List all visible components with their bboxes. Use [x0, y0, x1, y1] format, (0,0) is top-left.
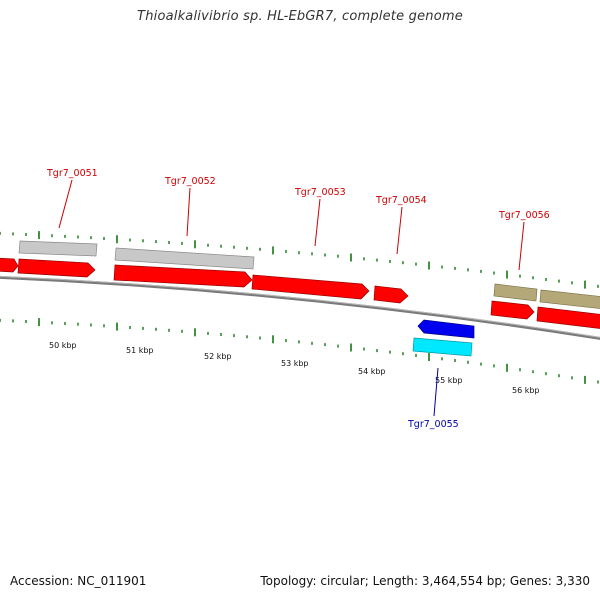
gene-arrow-tgr7-0053[interactable] [251, 274, 370, 300]
scale-label-53kbp: 53 kbp [281, 359, 309, 368]
feature-gray-1[interactable] [18, 240, 98, 257]
scale-label-52kbp: 52 kbp [204, 352, 232, 361]
accession-text: Accession: NC_011901 [10, 574, 147, 588]
scale-label-55kbp: 55 kbp [435, 376, 463, 385]
gene-arrow-tgr7-0054[interactable] [373, 285, 409, 304]
feature-gray-2[interactable] [114, 247, 255, 270]
scale-label-51kbp: 51 kbp [126, 346, 154, 355]
feature-khaki-2[interactable] [539, 289, 600, 309]
lower-tick-track [0, 318, 599, 384]
gene-labels: Tgr7_0051 Tgr7_0052 Tgr7_0053 Tgr7_0054 … [46, 168, 550, 430]
gene-label-tgr7-0052[interactable]: Tgr7_0052 [164, 176, 216, 187]
feature-khaki-1[interactable] [493, 283, 538, 302]
label-leaders [58, 179, 525, 417]
scale-label-50kbp: 50 kbp [49, 341, 77, 350]
scale-label-56kbp: 56 kbp [512, 386, 540, 395]
genome-backbone [0, 275, 600, 340]
gene-arrow-left-partial[interactable] [0, 257, 19, 273]
upper-tick-track [0, 231, 599, 289]
feature-cyan-1[interactable] [412, 337, 473, 357]
gene-arrow-tgr7-0055[interactable] [417, 319, 475, 339]
gene-label-tgr7-0051[interactable]: Tgr7_0051 [46, 168, 98, 179]
topology-text: Topology: circular; Length: 3,464,554 bp… [260, 574, 590, 588]
gene-label-tgr7-0053[interactable]: Tgr7_0053 [294, 187, 346, 198]
gene-label-tgr7-0055[interactable]: Tgr7_0055 [407, 419, 459, 430]
map-title: Thioalkalivibrio sp. HL-EbGR7, complete … [137, 9, 463, 24]
gene-arrow-tgr7-0051[interactable] [17, 258, 96, 278]
gene-arrow-tgr7-0056[interactable] [490, 300, 535, 320]
gene-label-tgr7-0056[interactable]: Tgr7_0056 [498, 210, 550, 221]
gene-arrow-tgr7-0052[interactable] [113, 264, 253, 288]
gene-label-tgr7-0054[interactable]: Tgr7_0054 [375, 195, 427, 206]
scale-label-54kbp: 54 kbp [358, 367, 386, 376]
scale-labels: 50 kbp 51 kbp 52 kbp 53 kbp 54 kbp 55 kb… [49, 341, 540, 395]
gene-arrow-right-partial[interactable] [536, 306, 600, 329]
